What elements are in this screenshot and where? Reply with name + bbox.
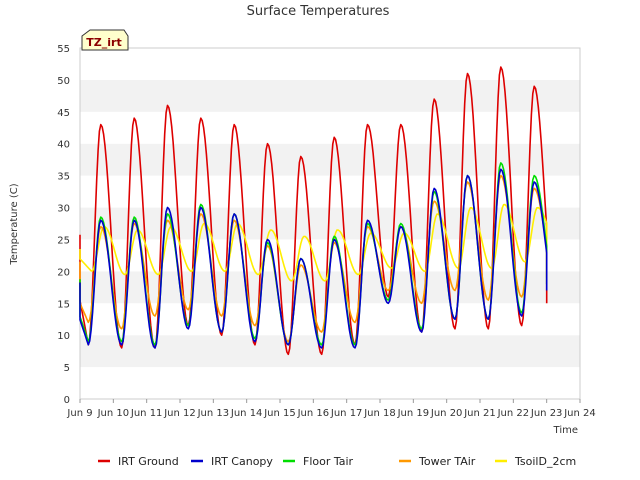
y-axis-label: Temperature (C) xyxy=(9,183,20,265)
y-tick-label: 50 xyxy=(57,76,70,87)
grid-band xyxy=(80,303,580,336)
site-badge-text: TZ_irt xyxy=(86,36,121,49)
series-line-irt-canopy xyxy=(79,168,548,349)
y-tick-label: 25 xyxy=(57,235,70,246)
series-line-tsoild-2cm xyxy=(79,203,548,282)
x-tick-label: Jun 15 xyxy=(263,408,296,419)
x-tick-label: Jun 22 xyxy=(497,408,530,419)
y-tick-label: 40 xyxy=(57,140,70,151)
grid-band xyxy=(80,111,580,144)
y-axis-ticks: 0 5 10 15 20 25 30 35 40 45 50 55 xyxy=(57,44,70,406)
site-badge: TZ_irt xyxy=(81,29,129,51)
y-tick-label: 30 xyxy=(57,204,70,215)
x-tick-label: Jun 14 xyxy=(230,408,263,419)
grid-band xyxy=(80,143,580,176)
y-tick-label: 0 xyxy=(64,395,70,406)
x-tick-label: Jun 11 xyxy=(130,408,163,419)
x-tick-label: Jun 9 xyxy=(66,408,92,419)
grid-band xyxy=(80,79,580,112)
legend-label: TsoilD_2cm xyxy=(514,455,576,468)
legend-label: Tower TAir xyxy=(418,455,476,468)
y-tick-label: 5 xyxy=(64,363,70,374)
x-tick-label: Jun 12 xyxy=(163,408,196,419)
x-tick-label: Jun 17 xyxy=(330,408,363,419)
series-lines xyxy=(79,66,548,356)
y-tick-label: 45 xyxy=(57,108,70,119)
x-tick-label: Jun 10 xyxy=(97,408,130,419)
x-tick-label: Jun 21 xyxy=(463,408,496,419)
x-tick-label: Jun 18 xyxy=(363,408,396,419)
x-tick-label: Jun 23 xyxy=(530,408,563,419)
x-axis-label: Time xyxy=(553,425,578,436)
series-line-tower-tair xyxy=(79,174,548,343)
y-tick-label: 15 xyxy=(57,299,70,310)
grid-band xyxy=(80,335,580,368)
x-tick-label: Jun 24 xyxy=(563,408,596,419)
x-axis-ticks: Jun 9 Jun 10 Jun 11 Jun 12 Jun 13 Jun 14 Jun 1… xyxy=(66,399,596,419)
grid-band xyxy=(80,207,580,240)
x-tick-label: Jun 20 xyxy=(430,408,463,419)
legend: IRT Ground IRT Canopy Floor Tair Tower TAir… xyxy=(98,455,576,468)
legend-label: IRT Canopy xyxy=(211,455,273,468)
x-tick-label: Jun 13 xyxy=(197,408,230,419)
y-tick-label: 10 xyxy=(57,331,70,342)
y-tick-label: 20 xyxy=(57,267,70,278)
x-tick-label: Jun 16 xyxy=(297,408,330,419)
y-tick-label: 55 xyxy=(57,44,70,55)
legend-label: IRT Ground xyxy=(118,455,179,468)
chart-title: Surface Temperatures xyxy=(247,4,390,19)
y-tick-label: 35 xyxy=(57,172,70,183)
plot-border xyxy=(79,47,581,400)
legend-label: Floor Tair xyxy=(303,455,354,468)
grid-band xyxy=(80,367,580,399)
grid-band xyxy=(80,48,580,80)
x-tick-label: Jun 19 xyxy=(397,408,430,419)
